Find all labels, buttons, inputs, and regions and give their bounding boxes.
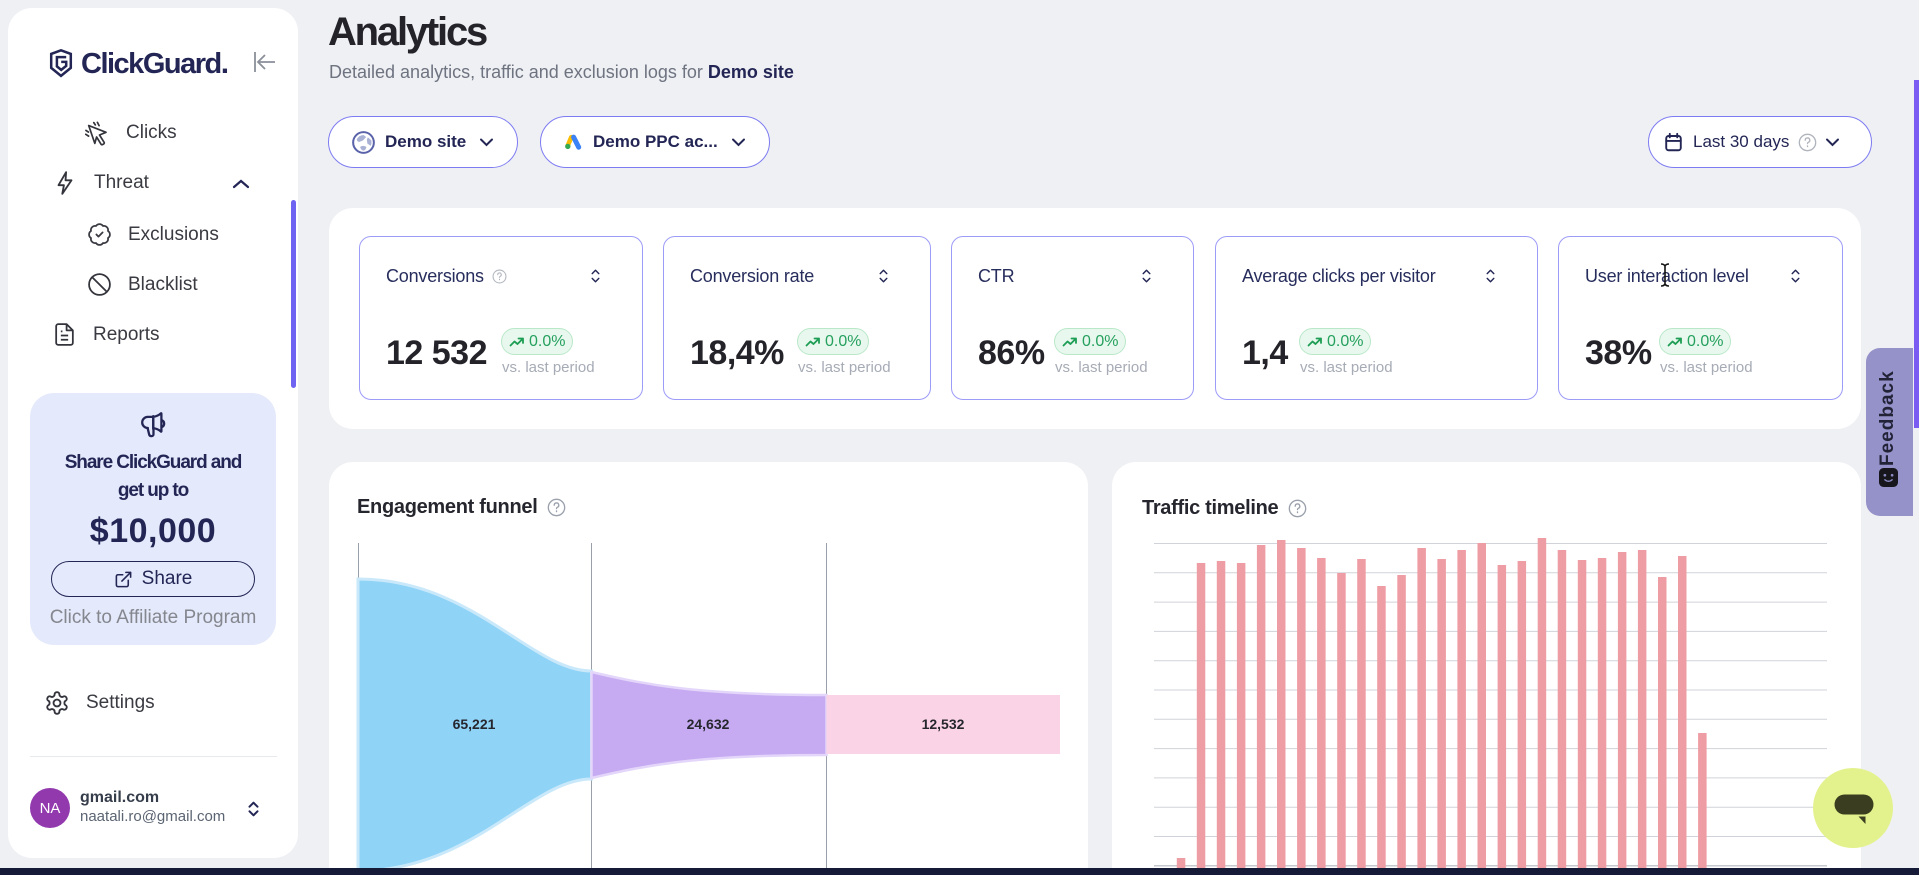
svg-text:12,532: 12,532 [922, 716, 965, 732]
svg-text:24,632: 24,632 [687, 716, 730, 732]
svg-text:65,221: 65,221 [453, 716, 496, 732]
